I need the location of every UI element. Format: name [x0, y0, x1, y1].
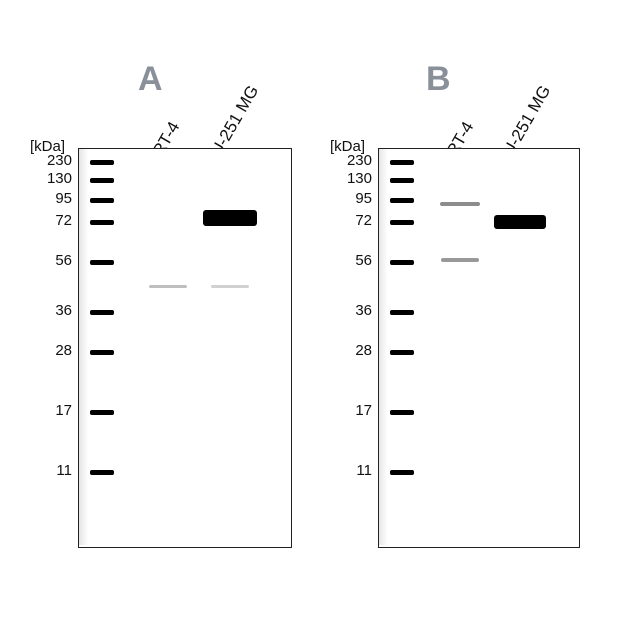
ladder-band [390, 410, 414, 415]
kda-label: 36 [338, 302, 372, 319]
kda-label: 130 [338, 170, 372, 187]
panel-letter-b: B [426, 60, 451, 99]
kda-label: 11 [38, 462, 72, 479]
band-u251-strong-b [494, 215, 546, 229]
blot-edge-shadow [79, 149, 95, 545]
panel-letter-a: A [138, 60, 163, 99]
band-u251-strong-a [203, 210, 257, 226]
ladder-band [90, 260, 114, 265]
band-rt4-faint-a [149, 285, 187, 288]
ladder-band [90, 160, 114, 165]
kda-label: 11 [338, 462, 372, 479]
ladder-band [390, 470, 414, 475]
kda-label: 72 [338, 212, 372, 229]
ladder-band [390, 160, 414, 165]
ladder-band [90, 350, 114, 355]
ladder-band [90, 178, 114, 183]
kda-label: 130 [38, 170, 72, 187]
ladder-band [90, 470, 114, 475]
blot-b [378, 148, 580, 548]
kda-label: 56 [338, 252, 372, 269]
figure-container: A [kDa] 230 130 95 72 56 36 28 17 11 RT-… [30, 60, 610, 580]
kda-label: 36 [38, 302, 72, 319]
kda-label: 17 [38, 402, 72, 419]
ladder-band [390, 260, 414, 265]
blot-edge-shadow [379, 149, 393, 545]
kda-label: 230 [38, 152, 72, 169]
kda-label: 230 [338, 152, 372, 169]
ladder-band [390, 178, 414, 183]
kda-label: 95 [338, 190, 372, 207]
blot-a [78, 148, 292, 548]
ladder-band [390, 220, 414, 225]
kda-label: 28 [338, 342, 372, 359]
band-rt4-upper-b [440, 202, 480, 206]
ladder-band [390, 310, 414, 315]
kda-label: 28 [38, 342, 72, 359]
ladder-band [90, 410, 114, 415]
ladder-band [390, 350, 414, 355]
ladder-band [90, 220, 114, 225]
kda-label: 95 [38, 190, 72, 207]
band-rt4-lower-b [441, 258, 479, 262]
kda-label: 17 [338, 402, 372, 419]
band-u251-faint-a [211, 285, 249, 288]
kda-label: 72 [38, 212, 72, 229]
panel-b: B [kDa] 230 130 95 72 56 36 28 17 11 RT-… [330, 60, 610, 580]
panel-a: A [kDa] 230 130 95 72 56 36 28 17 11 RT-… [30, 60, 320, 580]
ladder-band [90, 198, 114, 203]
ladder-band [390, 198, 414, 203]
ladder-band [90, 310, 114, 315]
kda-label: 56 [38, 252, 72, 269]
